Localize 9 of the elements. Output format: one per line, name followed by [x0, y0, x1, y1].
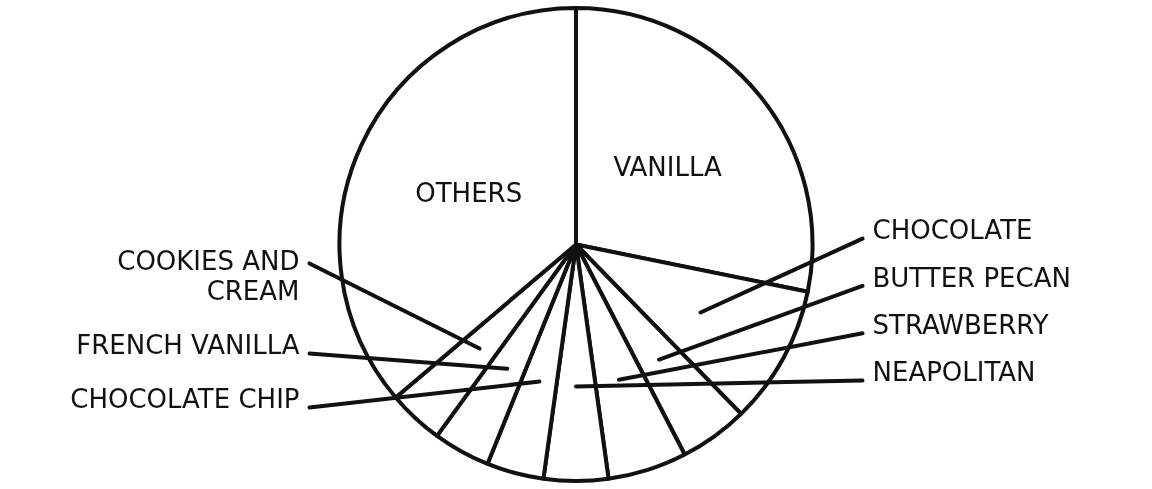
slice-label: FRENCH VANILLA	[76, 330, 300, 361]
slice-label: CHOCOLATE	[872, 215, 1033, 246]
slice-label: VANILLA	[613, 152, 722, 183]
slice-label: NEAPOLITAN	[872, 357, 1036, 388]
slice-label: STRAWBERRY	[872, 310, 1049, 341]
slice-label: CHOCOLATE CHIP	[70, 384, 300, 415]
slice-label: OTHERS	[415, 177, 523, 208]
slice-label: BUTTER PECAN	[872, 262, 1071, 293]
slice-label: COOKIES AND CREAM	[117, 246, 300, 307]
